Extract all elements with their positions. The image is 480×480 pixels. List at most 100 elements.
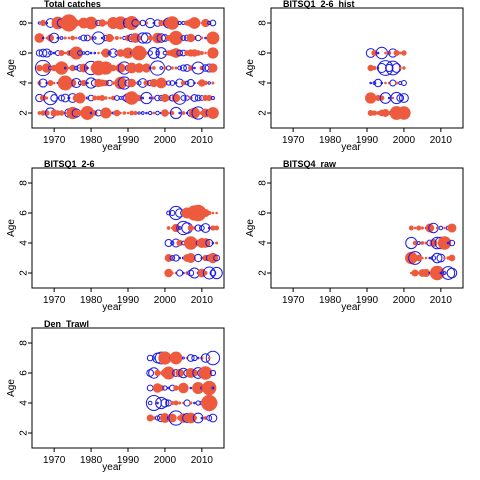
y-tick-label: 8 bbox=[19, 20, 30, 26]
bubble-positive bbox=[99, 95, 106, 101]
bubble-negative bbox=[176, 269, 184, 277]
x-axis-label: year bbox=[341, 302, 361, 313]
bubble-negative bbox=[430, 255, 437, 261]
x-tick-label: 2000 bbox=[154, 135, 177, 146]
bubble-negative bbox=[146, 369, 155, 377]
bubble-positive bbox=[200, 36, 204, 40]
x-tick-label: 1990 bbox=[117, 295, 140, 306]
bubble-positive bbox=[211, 81, 215, 85]
bubbles bbox=[405, 222, 458, 281]
bubble-positive bbox=[394, 81, 399, 85]
bubble-positive bbox=[420, 226, 424, 230]
panel-title: BITSQ4_raw bbox=[283, 159, 337, 169]
bubble-negative bbox=[207, 81, 211, 85]
bubble-negative bbox=[446, 267, 458, 279]
bubble-positive bbox=[119, 111, 122, 115]
bubble-negative bbox=[146, 354, 154, 362]
bubble-positive bbox=[174, 66, 178, 70]
bubble-positive bbox=[391, 96, 395, 100]
x-tick-label: 2010 bbox=[191, 295, 214, 306]
bubble-positive bbox=[69, 64, 76, 72]
bubble-positive bbox=[413, 226, 417, 230]
bubble-negative bbox=[58, 94, 65, 102]
bubble-positive bbox=[211, 211, 215, 215]
bubble-positive bbox=[373, 96, 376, 100]
x-tick-label: 1980 bbox=[80, 135, 103, 146]
bubble-positive bbox=[154, 369, 161, 377]
bubble-negative bbox=[141, 96, 145, 100]
bubble-negative bbox=[156, 33, 167, 43]
panel-2: BITSQ1_2-6 1970 1980 1990 2000 2010 2 4 6 8 year Ag… bbox=[6, 159, 225, 313]
bubble-positive bbox=[126, 111, 130, 115]
bubble-negative bbox=[93, 36, 97, 40]
bubble-negative bbox=[200, 416, 204, 420]
x-tick-label: 2010 bbox=[191, 135, 214, 146]
bubble-positive bbox=[63, 36, 67, 40]
bubble-negative bbox=[194, 253, 203, 263]
bubble-positive bbox=[180, 80, 186, 86]
bubble-positive bbox=[208, 63, 218, 73]
bubble-positive bbox=[69, 46, 83, 60]
bubble-negative bbox=[208, 413, 218, 423]
x-tick-label: 1980 bbox=[319, 295, 342, 306]
bubbles bbox=[164, 204, 223, 280]
bubble-negative bbox=[204, 36, 207, 40]
bubble-positive bbox=[420, 241, 425, 245]
bubble-positive bbox=[203, 80, 208, 86]
bubble-negative bbox=[63, 66, 67, 70]
bubble-positive bbox=[429, 265, 445, 281]
x-tick-label: 1970 bbox=[282, 135, 305, 146]
bubble-positive bbox=[192, 381, 205, 395]
y-tick-label: 2 bbox=[19, 110, 30, 116]
bubble-negative bbox=[389, 79, 397, 87]
bubble-positive bbox=[166, 226, 171, 230]
bubbles bbox=[34, 14, 220, 120]
bubble-positive bbox=[447, 223, 457, 233]
y-tick-label: 2 bbox=[258, 270, 269, 276]
bubble-negative bbox=[448, 239, 456, 247]
bubble-positive bbox=[70, 35, 75, 41]
bubble-positive bbox=[402, 66, 406, 70]
bubble-positive bbox=[437, 236, 452, 250]
panel-3: BITSQ4_raw 1970 1980 1990 2000 2010 2 4 6 8 year Ag… bbox=[245, 159, 464, 313]
x-tick-label: 2010 bbox=[191, 455, 214, 466]
x-tick-label: 1970 bbox=[282, 295, 305, 306]
bubble-positive bbox=[134, 81, 137, 85]
bubble-negative bbox=[186, 354, 195, 362]
bubble-positive bbox=[214, 225, 220, 231]
bubble-negative bbox=[56, 36, 60, 40]
bubble-negative bbox=[155, 47, 168, 59]
bubble-positive bbox=[158, 384, 165, 392]
bubble-negative bbox=[52, 51, 56, 55]
bubble-positive bbox=[411, 269, 419, 277]
bubble-positive bbox=[384, 81, 387, 85]
bubble-negative bbox=[380, 81, 384, 85]
bubble-positive bbox=[170, 400, 175, 406]
bubble-positive bbox=[167, 356, 170, 360]
panel-title: BITSQ1_2-6_hist bbox=[283, 0, 355, 9]
bubble-negative bbox=[191, 61, 205, 75]
bubble-positive bbox=[152, 66, 156, 70]
bubble-negative bbox=[396, 94, 405, 102]
bubble-negative bbox=[369, 81, 372, 85]
bubble-negative bbox=[78, 36, 82, 40]
y-axis-label: Age bbox=[6, 219, 17, 237]
bubble-positive bbox=[39, 19, 47, 27]
bubbles bbox=[145, 350, 221, 426]
bubble-positive bbox=[198, 366, 213, 380]
bubble-positive bbox=[177, 355, 183, 361]
bubble-positive bbox=[161, 109, 169, 117]
y-tick-label: 2 bbox=[258, 110, 269, 116]
bubble-negative bbox=[180, 35, 187, 41]
bubble-positive bbox=[173, 385, 179, 391]
bubble-positive bbox=[167, 111, 170, 115]
bubble-negative bbox=[442, 271, 447, 275]
bubble-negative bbox=[196, 356, 200, 360]
bubble-positive bbox=[372, 65, 377, 71]
y-tick-label: 8 bbox=[19, 180, 30, 186]
bubble-positive bbox=[81, 96, 86, 100]
bubble-positive bbox=[371, 110, 377, 116]
bubble-positive bbox=[152, 416, 156, 420]
x-axis-label: year bbox=[102, 142, 122, 153]
bubble-positive bbox=[412, 240, 418, 246]
